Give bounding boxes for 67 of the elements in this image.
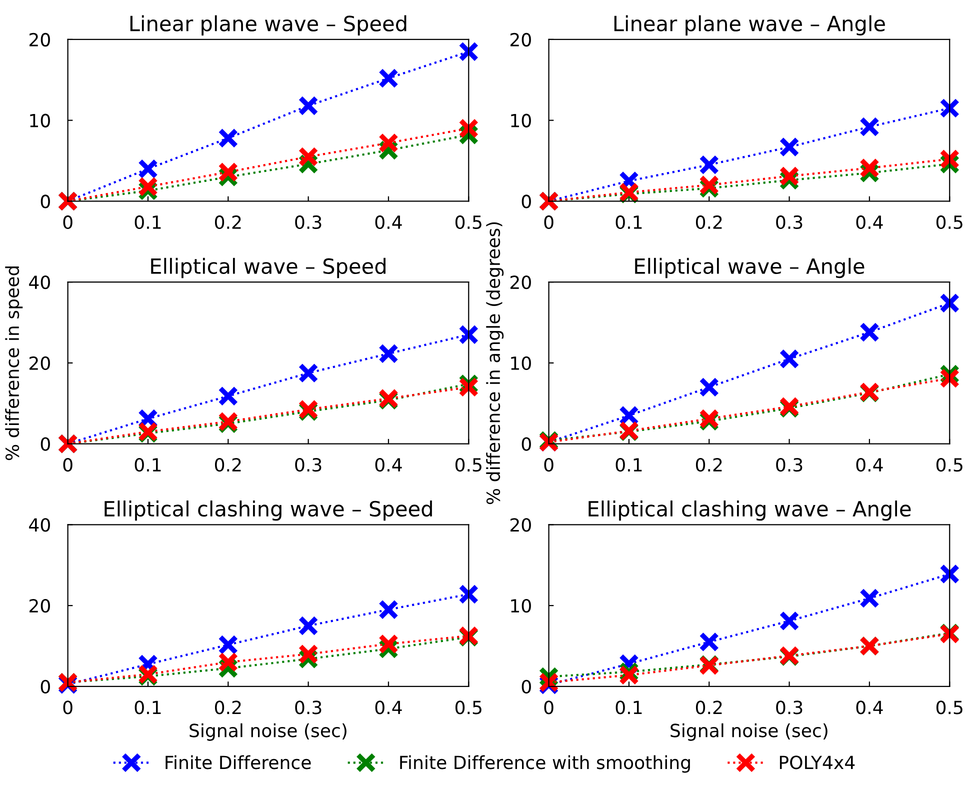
y-tick-label: 20 <box>30 356 50 370</box>
y-tick-label: 20 <box>510 276 531 290</box>
x-tick-label: 0 <box>63 458 72 472</box>
x-tick-label: 0.5 <box>455 215 482 230</box>
x-tick-label: 0.3 <box>776 700 802 714</box>
x-tick-label: 0.4 <box>856 700 883 714</box>
y-tick-label: 0 <box>40 437 50 451</box>
x-tick-label: 0.2 <box>214 458 241 472</box>
y-axis-title: % difference in speed <box>5 266 23 460</box>
y-tick-label: 20 <box>510 32 531 47</box>
x-tick-label: 0.2 <box>214 700 241 714</box>
y-tick-label: 10 <box>511 114 531 128</box>
y-tick-label: 40 <box>29 276 50 290</box>
y-tick-label: 0 <box>522 194 531 208</box>
x-tick-label: 0.5 <box>455 700 482 714</box>
x-tick-label: 0 <box>63 215 72 230</box>
chart-title: Elliptical clashing wave – Speed <box>104 500 432 521</box>
x-tick-label: 0 <box>544 215 554 230</box>
legend-label: Finite Difference with smoothing <box>400 755 690 773</box>
x-tick-label: 0.4 <box>856 458 883 472</box>
x-tick-label: 0.5 <box>455 458 482 472</box>
y-tick-label: 20 <box>30 599 50 613</box>
x-tick-label: 0.3 <box>776 458 802 472</box>
x-tick-label: 0.2 <box>696 215 722 230</box>
chart-title: Linear plane wave – Speed <box>130 15 406 36</box>
y-tick-label: 10 <box>30 114 50 128</box>
chart-title: Elliptical wave – Speed <box>151 258 386 278</box>
x-tick-label: 0.2 <box>214 215 241 230</box>
x-tick-label: 0 <box>544 458 554 472</box>
x-tick-label: 0.1 <box>134 215 161 230</box>
x-tick-label: 0 <box>63 700 72 714</box>
chart-title: Elliptical wave – Angle <box>635 258 864 278</box>
x-tick-label: 0.3 <box>295 700 322 714</box>
x-tick-label: 0.4 <box>375 458 402 472</box>
x-tick-label: 0.2 <box>696 700 722 714</box>
x-tick-label: 0.1 <box>134 458 161 472</box>
legend-label: POLY4x4 <box>780 756 855 770</box>
y-tick-label: 10 <box>511 356 531 370</box>
x-tick-label: 0.4 <box>375 215 402 230</box>
y-tick-label: 10 <box>511 599 531 613</box>
x-tick-label: 0.2 <box>696 458 722 472</box>
x-tick-label: 0.1 <box>616 458 642 472</box>
chart-title: Elliptical clashing wave – Angle <box>588 500 911 521</box>
x-tick-label: 0.1 <box>616 700 642 714</box>
x-tick-label: 0.5 <box>936 700 962 714</box>
x-axis-title: Signal noise (sec) <box>190 723 346 741</box>
y-tick-label: 20 <box>30 32 50 47</box>
y-axis-title: % difference in angle (degrees) <box>486 222 504 504</box>
x-tick-label: 0.3 <box>776 215 802 230</box>
y-tick-label: 0 <box>40 194 50 208</box>
x-tick-label: 0.4 <box>375 700 402 714</box>
x-tick-label: 0.1 <box>616 215 642 230</box>
x-tick-label: 0 <box>544 700 554 714</box>
x-tick-label: 0.3 <box>295 458 322 472</box>
chart-title: Linear plane wave – Angle <box>614 15 885 36</box>
y-tick-label: 0 <box>40 680 50 694</box>
x-tick-label: 0.5 <box>936 458 962 472</box>
x-axis-title: Signal noise (sec) <box>670 723 828 741</box>
legend-label: Finite Difference <box>166 755 311 770</box>
x-tick-label: 0.1 <box>134 700 161 714</box>
x-tick-label: 0.4 <box>856 215 883 230</box>
y-tick-label: 20 <box>510 518 531 532</box>
x-tick-label: 0.5 <box>936 215 962 230</box>
y-tick-label: 0 <box>522 680 531 694</box>
y-tick-label: 0 <box>522 437 531 451</box>
x-tick-label: 0.3 <box>295 215 322 230</box>
y-tick-label: 40 <box>29 518 50 532</box>
